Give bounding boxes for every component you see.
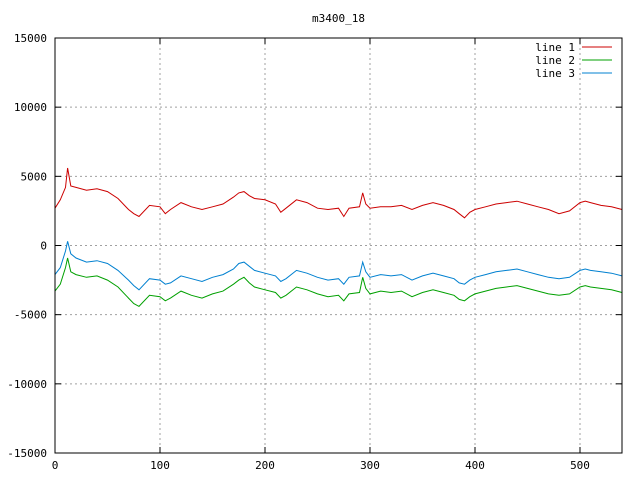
y-tick-label: 10000	[14, 101, 47, 114]
legend-label-1: line 1	[535, 41, 575, 54]
x-tick-label: 400	[465, 459, 485, 472]
series-line-1	[54, 167, 623, 219]
x-tick-label: 500	[570, 459, 590, 472]
series-line-2	[54, 257, 623, 308]
y-tick-label: -10000	[7, 378, 47, 391]
x-tick-label: 200	[255, 459, 275, 472]
x-tick-label: 300	[360, 459, 380, 472]
legend-label-3: line 3	[535, 67, 575, 80]
y-tick-label: 15000	[14, 32, 47, 45]
axes: 0 100 200 300 400 500 -15000 -10000 -5000 0 5000 10…	[7, 32, 622, 472]
y-tick-label: -5000	[14, 309, 47, 322]
x-tick-label: 0	[52, 459, 59, 472]
y-tick-label: -15000	[7, 447, 47, 460]
x-tick-label: 100	[150, 459, 170, 472]
series-line-3	[54, 241, 623, 291]
legend-label-2: line 2	[535, 54, 575, 67]
grid-lines	[55, 38, 622, 453]
y-tick-label: 5000	[21, 170, 48, 183]
chart-title: m3400_18	[312, 12, 365, 25]
series-layer	[54, 167, 623, 308]
y-tick-label: 0	[40, 240, 47, 253]
